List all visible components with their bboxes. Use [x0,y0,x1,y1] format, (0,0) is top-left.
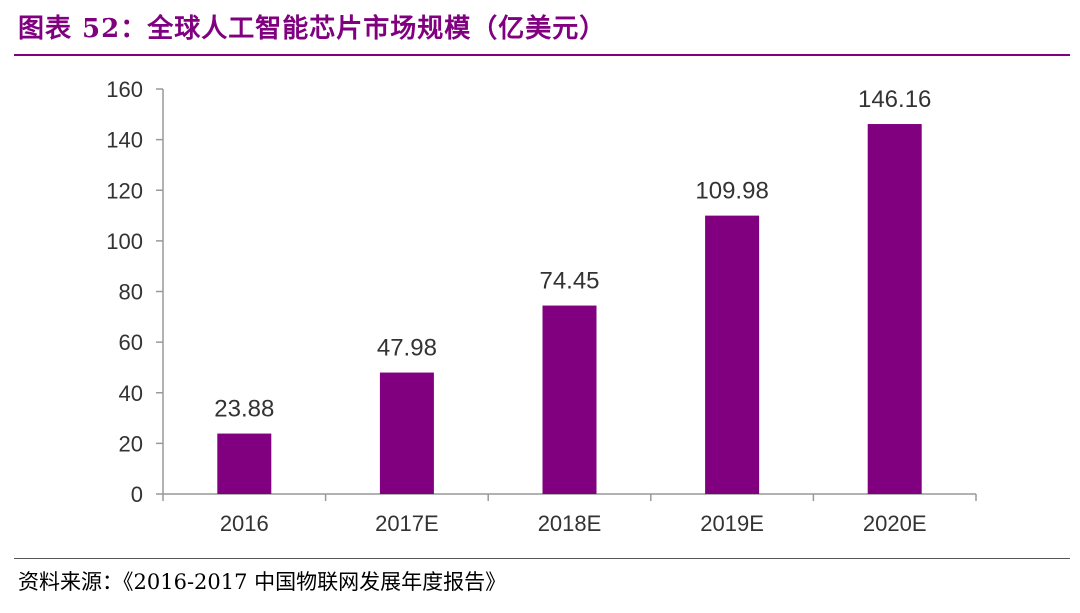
x-tick-label-2017E: 2017E [375,511,439,536]
data-label-2020E: 146.16 [858,86,931,113]
bar-2019E [705,215,760,494]
x-tick-label-2018E: 2018E [538,511,602,536]
x-tick-label-2020E: 2020E [863,511,927,536]
bar-2018E [542,305,597,494]
y-tick-label: 120 [106,178,143,203]
bars [217,124,922,494]
title-divider [14,54,1070,56]
y-tick-label: 80 [119,280,143,305]
y-tick-label: 60 [119,330,143,355]
y-tick-label: 0 [131,482,143,507]
data-label-2018E: 74.45 [539,268,599,295]
x-tick-label-2019E: 2019E [700,511,764,536]
data-label-2019E: 109.98 [695,178,768,205]
source-divider [14,558,1070,559]
y-tick-label: 160 [106,77,143,102]
bar-2016 [217,433,272,494]
y-tick-label: 100 [106,229,143,254]
bar-2020E [867,124,922,494]
data-label-2016: 23.88 [214,396,274,423]
data-label-2017E: 47.98 [377,335,437,362]
x-axis: 2016 2017E 2018E 2019E 2020E [162,493,977,536]
x-tick-label-2016: 2016 [220,511,269,536]
bar-2017E [379,372,434,494]
y-axis: 0 20 40 60 80 100 120 140 160 [106,77,164,507]
data-labels: 23.88 47.98 74.45 109.98 146.16 [214,86,931,423]
y-tick-label: 140 [106,128,143,153]
source-note: 资料来源：《2016-2017 中国物联网发展年度报告》 [18,570,507,594]
y-tick-label: 20 [119,431,143,456]
y-tick-label: 40 [119,381,143,406]
figure-title: 图表 52：全球人工智能芯片市场规模（亿美元） [18,14,607,44]
